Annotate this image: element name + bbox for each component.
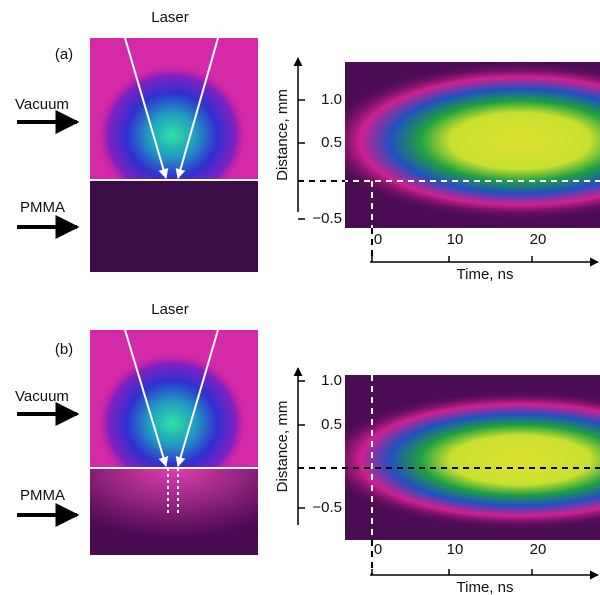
x-axis-label: Time, ns — [457, 579, 514, 595]
laser-beam — [175, 329, 219, 467]
vacuum-label: Vacuum — [15, 388, 69, 405]
y-tick-label: 1.0 — [321, 91, 342, 108]
x-tick-label: 10 — [447, 541, 464, 558]
x-tick-label: 0 — [374, 231, 382, 248]
laser-beam — [124, 329, 169, 467]
pmma-label: PMMA — [20, 199, 65, 216]
panel-label: (b) — [55, 341, 73, 358]
y-tick-label: 0.5 — [321, 416, 342, 433]
vacuum-label: Vacuum — [15, 96, 69, 113]
x-tick-label: 0 — [374, 541, 382, 558]
pmma-label: PMMA — [20, 487, 65, 504]
laser-beam — [124, 37, 169, 179]
laser-label: Laser — [151, 301, 189, 318]
streak-mask — [298, 62, 345, 228]
x-tick-label: 20 — [530, 541, 547, 558]
laser-label: Laser — [151, 9, 189, 26]
plasma-glow — [97, 353, 247, 493]
pmma-image — [90, 180, 258, 272]
streak-mask — [298, 375, 345, 540]
streak-plume — [320, 390, 600, 530]
plasma-glow — [97, 65, 247, 205]
y-axis-label: Distance, mm — [274, 401, 291, 493]
x-tick-label: 20 — [530, 231, 547, 248]
y-tick-label: −0.5 — [312, 499, 342, 516]
x-axis-label: Time, ns — [457, 266, 514, 283]
x-tick-label: 10 — [447, 231, 464, 248]
laser-beam — [175, 37, 219, 179]
y-axis-label: Distance, mm — [274, 89, 291, 181]
y-tick-label: 1.0 — [321, 372, 342, 389]
pmma-image — [90, 468, 258, 555]
panel-label: (a) — [55, 46, 73, 63]
y-tick-label: −0.5 — [312, 210, 342, 227]
y-tick-label: 0.5 — [321, 134, 342, 151]
